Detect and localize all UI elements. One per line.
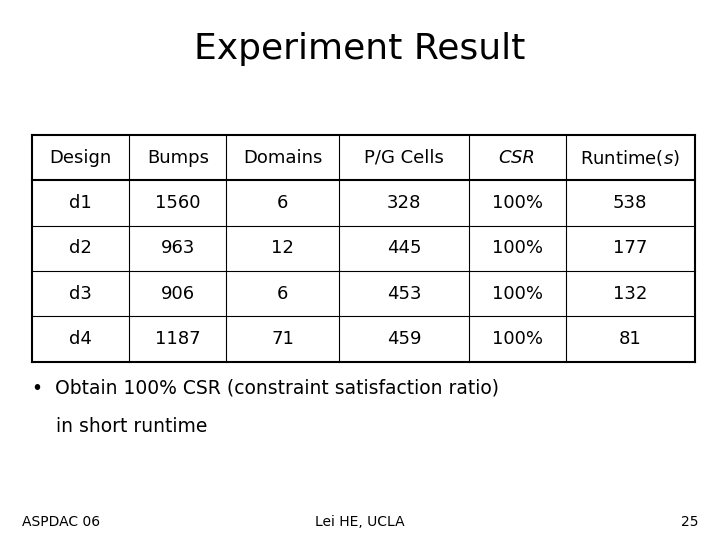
- Text: 1560: 1560: [155, 194, 201, 212]
- Text: 6: 6: [277, 285, 289, 303]
- Text: 906: 906: [161, 285, 195, 303]
- Text: Experiment Result: Experiment Result: [194, 32, 526, 66]
- Text: 100%: 100%: [492, 194, 543, 212]
- Text: 12: 12: [271, 239, 294, 258]
- Text: Lei HE, UCLA: Lei HE, UCLA: [315, 515, 405, 529]
- Text: Bumps: Bumps: [147, 148, 209, 167]
- Text: 100%: 100%: [492, 239, 543, 258]
- Text: 100%: 100%: [492, 330, 543, 348]
- Text: Runtime($s$): Runtime($s$): [580, 147, 680, 168]
- Text: d1: d1: [70, 194, 92, 212]
- Text: 459: 459: [387, 330, 421, 348]
- Text: 1187: 1187: [155, 330, 201, 348]
- Text: 445: 445: [387, 239, 421, 258]
- Text: 453: 453: [387, 285, 421, 303]
- Text: 71: 71: [271, 330, 294, 348]
- Text: d4: d4: [69, 330, 92, 348]
- Text: 328: 328: [387, 194, 421, 212]
- Text: 963: 963: [161, 239, 195, 258]
- Text: Design: Design: [50, 148, 112, 167]
- Text: 100%: 100%: [492, 285, 543, 303]
- Text: 132: 132: [613, 285, 647, 303]
- Text: •  Obtain 100% CSR (constraint satisfaction ratio): • Obtain 100% CSR (constraint satisfacti…: [32, 378, 500, 397]
- Text: Domains: Domains: [243, 148, 323, 167]
- Text: ASPDAC 06: ASPDAC 06: [22, 515, 100, 529]
- Text: d2: d2: [69, 239, 92, 258]
- Text: CSR: CSR: [499, 148, 536, 167]
- Text: 538: 538: [613, 194, 647, 212]
- Text: 6: 6: [277, 194, 289, 212]
- Text: 81: 81: [618, 330, 642, 348]
- Text: in short runtime: in short runtime: [32, 417, 208, 436]
- Text: d3: d3: [69, 285, 92, 303]
- Text: P/G Cells: P/G Cells: [364, 148, 444, 167]
- Text: 25: 25: [681, 515, 698, 529]
- Text: 177: 177: [613, 239, 647, 258]
